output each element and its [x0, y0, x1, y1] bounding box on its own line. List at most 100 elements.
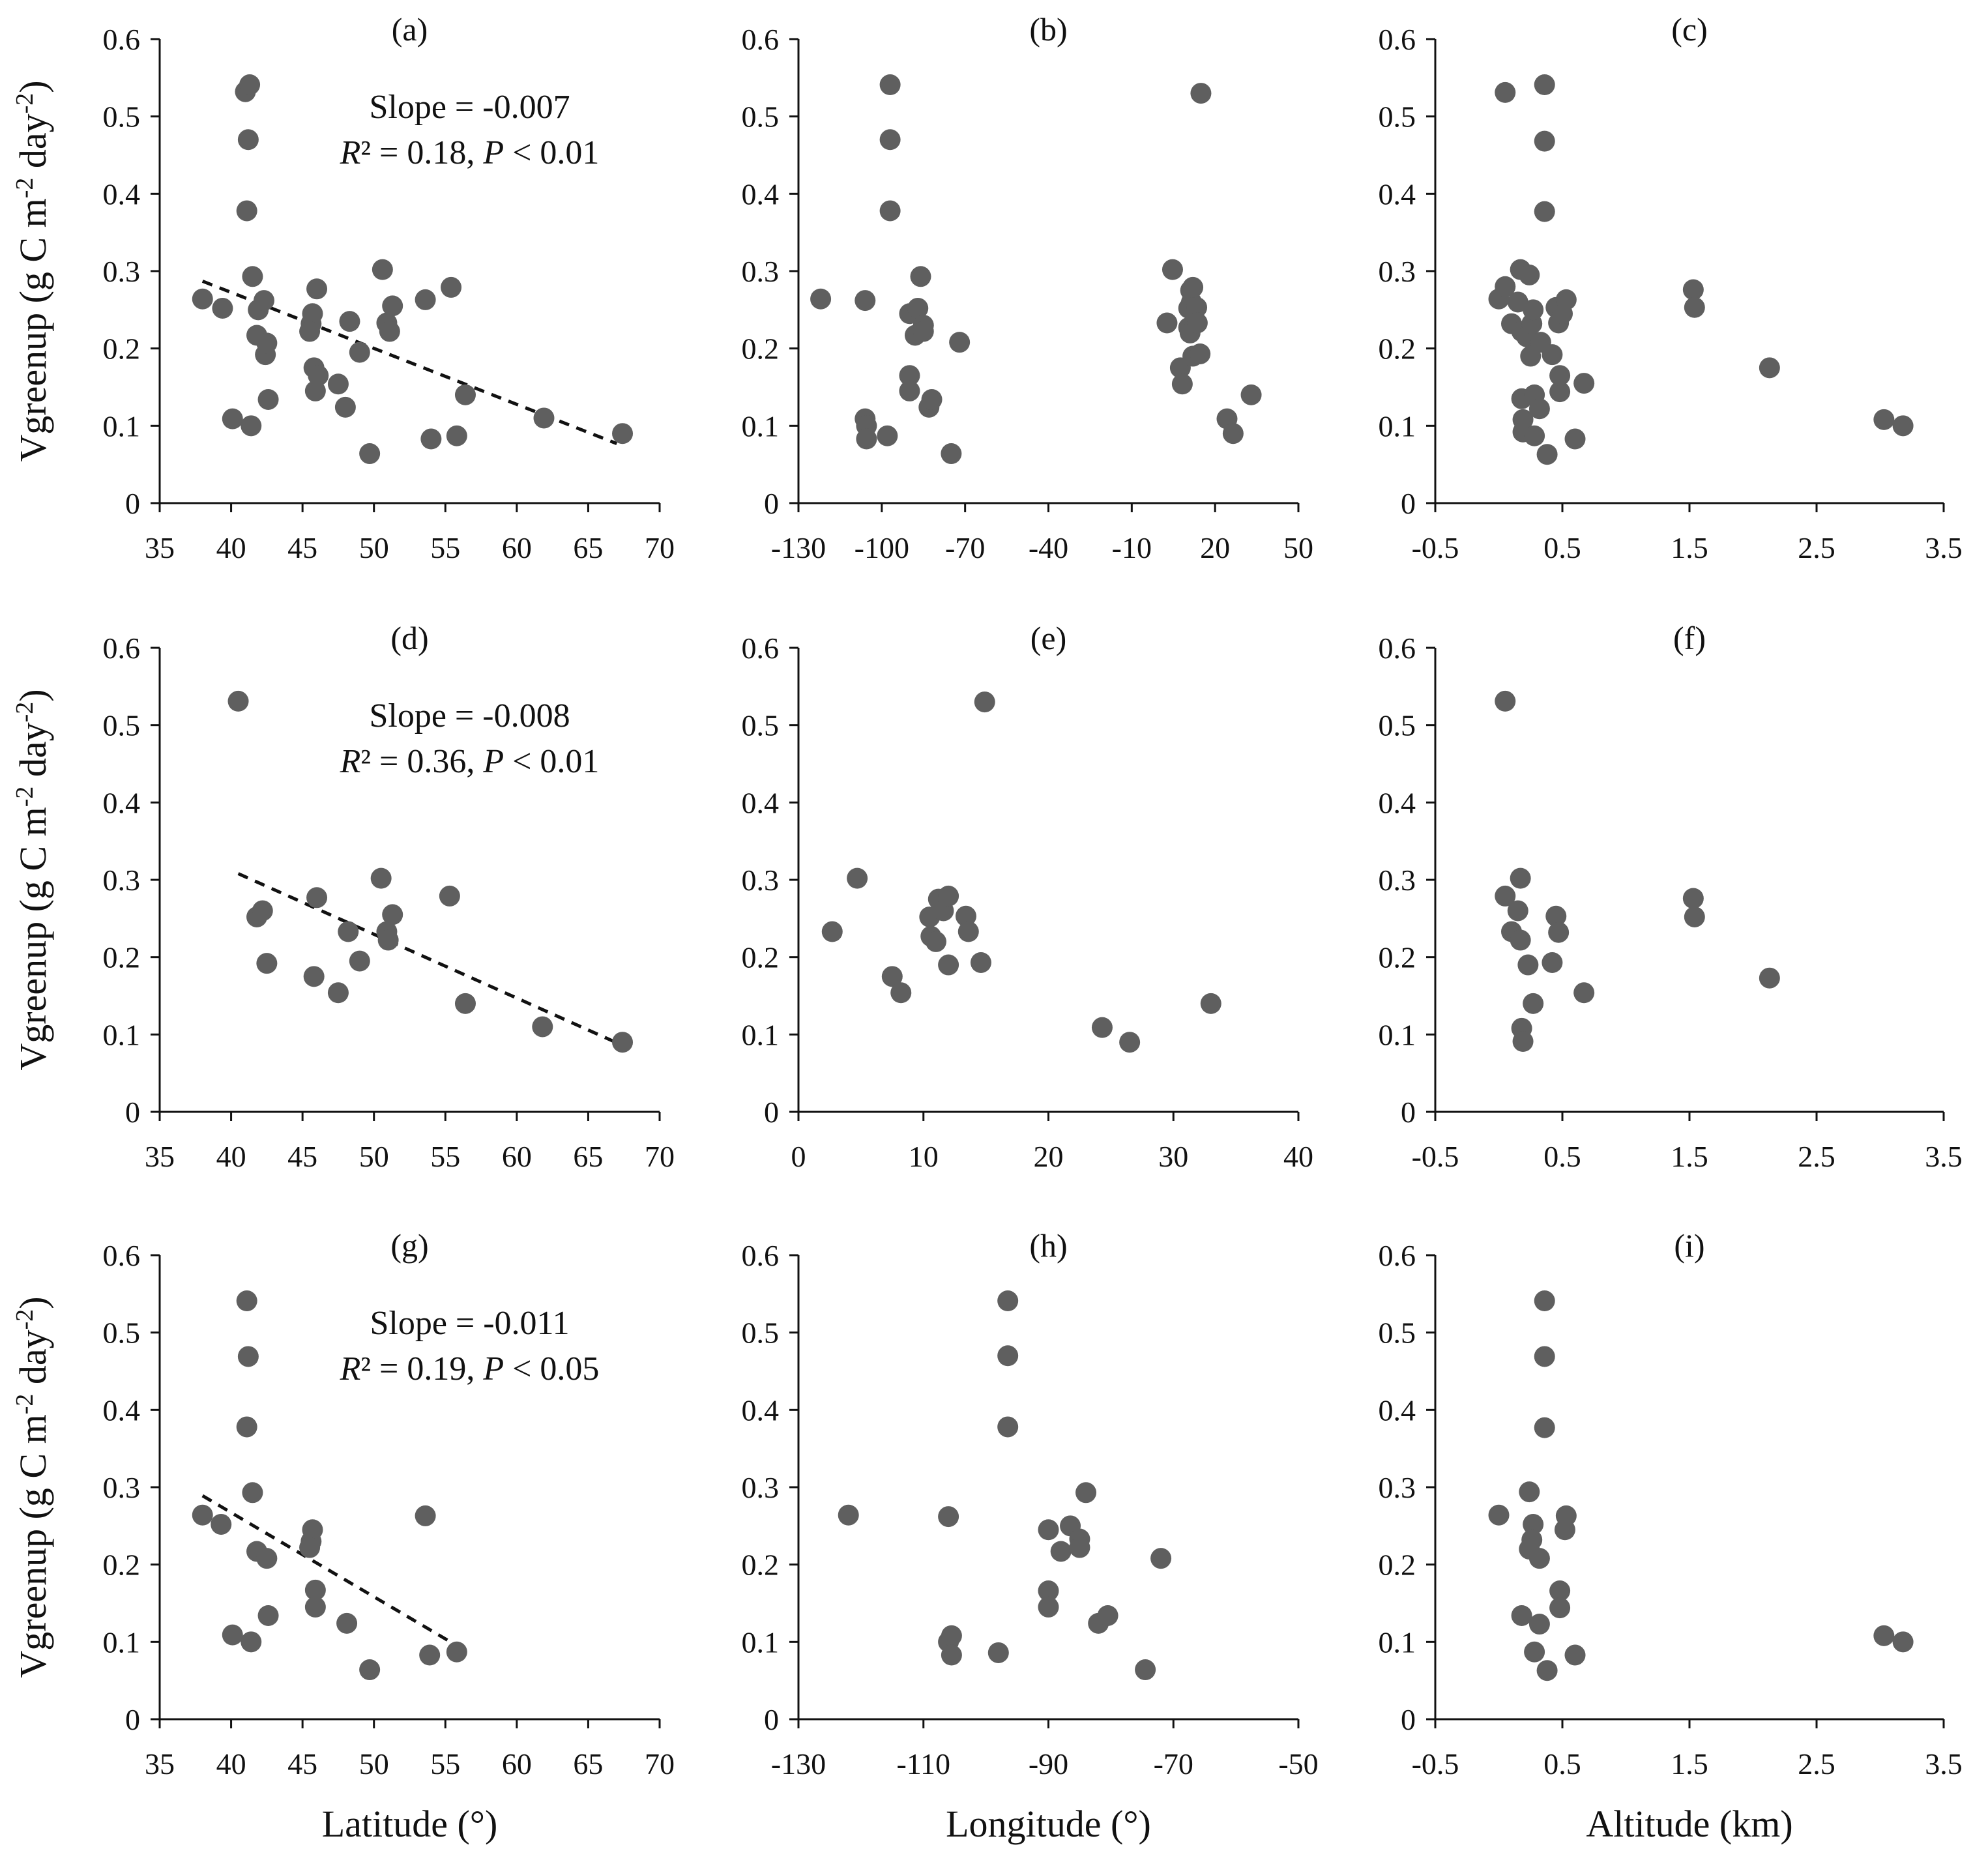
trend-line [201, 1494, 461, 1649]
panel-label: (h) [1029, 1227, 1067, 1264]
data-point [227, 690, 249, 712]
y-tick-label: 0.6 [742, 23, 780, 56]
x-tick-label: 20 [1200, 531, 1230, 564]
data-point [910, 266, 931, 287]
data-point [1534, 130, 1555, 152]
data-point [192, 288, 213, 310]
x-tick-label: 45 [287, 1747, 317, 1780]
x-tick-label: 30 [1158, 1140, 1188, 1173]
y-tick-label: 0.3 [1379, 255, 1416, 288]
data-point [439, 885, 460, 907]
y-tick-label: 0.6 [1379, 1239, 1416, 1272]
data-point [1549, 1597, 1571, 1619]
data-point [938, 885, 959, 907]
x-tick-label: -70 [1154, 1747, 1193, 1780]
y-tick-label: 0.6 [1379, 23, 1416, 56]
data-point [382, 295, 403, 317]
data-point [222, 408, 243, 429]
data-point [1892, 1631, 1914, 1653]
data-point [256, 332, 278, 354]
y-tick-label: 0.5 [742, 1316, 780, 1350]
x-tick-label: 40 [216, 1140, 246, 1173]
data-point [1186, 312, 1208, 334]
x-tick-label: -10 [1112, 531, 1152, 564]
data-point [941, 1644, 962, 1666]
data-point [1555, 289, 1577, 310]
y-tick-label: 0.4 [1379, 177, 1416, 211]
panel-label: (e) [1031, 620, 1067, 656]
y-tick-label: 0 [764, 1703, 779, 1736]
y-tick-label: 0.4 [1379, 1393, 1416, 1427]
panel-label: (d) [390, 620, 428, 656]
data-point [1222, 423, 1244, 444]
x-tick-label: 60 [502, 531, 532, 564]
data-point [1091, 1017, 1113, 1038]
data-point [1190, 83, 1212, 104]
x-axis-titles: Latitude (°) Longitude (°) Altitude (km) [322, 1803, 1793, 1845]
data-point [1171, 373, 1193, 395]
panel-label: (c) [1671, 11, 1708, 48]
x-tick-label: -0.5 [1412, 1140, 1459, 1173]
data-point [379, 321, 400, 342]
x-tick-label: 2.5 [1798, 531, 1835, 564]
x-tick-label: 50 [359, 1140, 389, 1173]
data-point [921, 388, 943, 410]
data-point [1517, 954, 1539, 976]
data-point [1682, 279, 1704, 300]
data-point [327, 373, 349, 395]
data-point [997, 1290, 1019, 1312]
y-tick-label: 0.1 [742, 1018, 780, 1051]
data-point [303, 966, 325, 987]
data-point [253, 290, 274, 312]
data-point [338, 921, 359, 942]
slope-annotation: Slope = -0.007 [369, 89, 570, 126]
panel-h: 0 0.1 0.2 0.3 0.4 0.5 0.6 -130 -110 -90 -70 -50 (h) [742, 1227, 1319, 1780]
y-tick-label: 0 [1401, 1703, 1416, 1736]
panel-a: 0 0.1 0.2 0.3 0.4 0.5 0.6 35 40 45 50 55 60 65 70 (a) Sl… [103, 11, 675, 564]
data-point [1873, 1625, 1895, 1646]
data-point [1536, 1660, 1558, 1681]
data-point [855, 290, 876, 312]
data-point [941, 443, 962, 465]
data-point [420, 428, 442, 450]
y-tick-label: 0.2 [103, 332, 141, 366]
data-point [1038, 1580, 1059, 1602]
data-point [1534, 1290, 1555, 1312]
data-point [1097, 1605, 1118, 1626]
data-point [1549, 1580, 1571, 1602]
data-point [242, 266, 263, 287]
data-point [441, 276, 462, 298]
data-point [304, 380, 326, 401]
y-tick-label: 0.3 [742, 255, 780, 288]
data-point [1190, 343, 1211, 364]
data-point [1554, 1519, 1575, 1541]
data-point [913, 321, 934, 342]
data-point [941, 1625, 962, 1646]
data-point [879, 129, 901, 151]
x-tick-label: -0.5 [1412, 1747, 1459, 1780]
x-tick-label: 35 [145, 1140, 175, 1173]
x-tick-label: 2.5 [1798, 1140, 1835, 1173]
data-point [1542, 344, 1563, 366]
x-tick-label: 65 [573, 1140, 603, 1173]
y-tick-label: 0 [764, 487, 779, 520]
y-tick-label: 0.2 [103, 941, 141, 974]
x-tick-label: 10 [909, 1140, 939, 1173]
y-tick-label: 0.1 [742, 409, 780, 443]
y-tick-label: 0.2 [742, 332, 780, 366]
x-tick-label: -40 [1029, 531, 1068, 564]
x-tick-label: -130 [771, 531, 826, 564]
data-point [1682, 888, 1704, 909]
data-point [1495, 885, 1516, 907]
data-point [241, 415, 262, 437]
panel-b: 0 0.1 0.2 0.3 0.4 0.5 0.6 -130 -100 -70 -40 -10 20 50… [742, 11, 1314, 564]
panel-g: 0 0.1 0.2 0.3 0.4 0.5 0.6 35 40 45 50 55 60 65 70 (g) Sl… [103, 1227, 675, 1780]
data-point [877, 425, 898, 446]
data-point [907, 297, 929, 319]
data-point [1524, 425, 1545, 446]
panel-label: (i) [1674, 1227, 1704, 1264]
x-tick-label: 0.5 [1543, 1140, 1581, 1173]
data-point [949, 332, 971, 353]
data-point [211, 1513, 232, 1535]
y-axis-titles: Vgreenup (g C m-2 day-2) Vgreenup (g C m-… [11, 80, 54, 1678]
